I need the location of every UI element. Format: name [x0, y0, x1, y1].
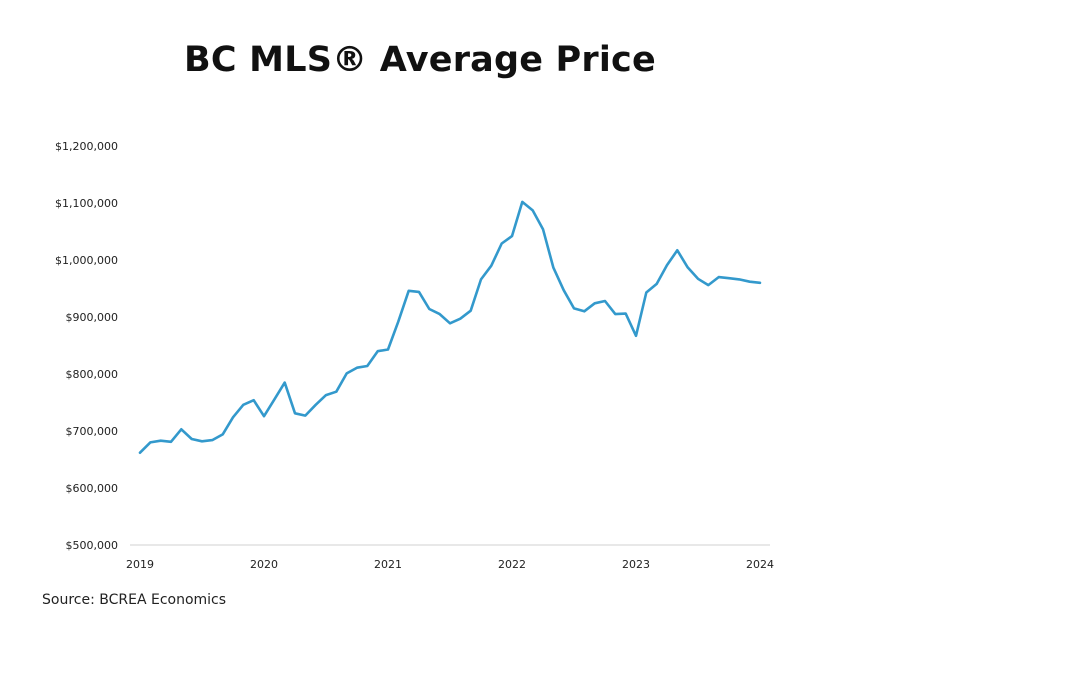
y-tick-label: $700,000 [66, 425, 119, 438]
source-note: Source: BCREA Economics [42, 592, 227, 608]
x-tick-label: 2020 [250, 558, 278, 571]
x-tick-label: 2019 [126, 558, 154, 571]
chart-title: BC MLS® Average Price [184, 40, 656, 80]
y-tick-label: $500,000 [66, 539, 119, 552]
data-points [139, 200, 762, 454]
y-axis-ticks: $500,000 $600,000 $700,000 $800,000 $900,000… [55, 140, 118, 552]
series-line-average-price [138, 200, 762, 454]
x-axis-ticks: 2019 2020 2021 2022 2023 2024 [126, 558, 774, 571]
y-tick-label: $1,100,000 [55, 197, 118, 210]
y-tick-label: $900,000 [66, 311, 119, 324]
x-tick-label: 2023 [622, 558, 650, 571]
x-tick-label: 2022 [498, 558, 526, 571]
y-tick-label: $1,000,000 [55, 254, 118, 267]
x-tick-label: 2021 [374, 558, 402, 571]
y-tick-label: $600,000 [66, 482, 119, 495]
y-tick-label: $1,200,000 [55, 140, 118, 153]
y-tick-label: $800,000 [66, 368, 119, 381]
x-tick-label: 2024 [746, 558, 774, 571]
